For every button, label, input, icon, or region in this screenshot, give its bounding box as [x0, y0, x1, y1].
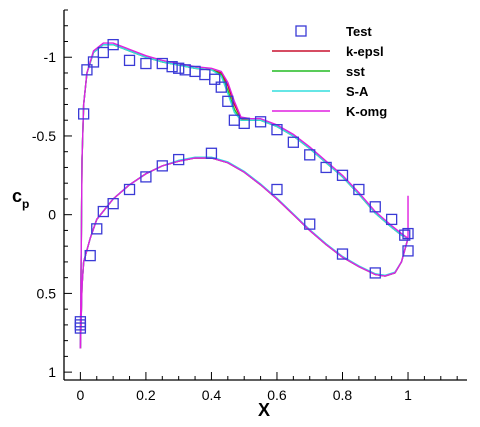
legend: Test k-epsl sst S-A K-omg: [272, 24, 387, 119]
test-data-point: [173, 153, 185, 166]
series-k-omg-lower-line: [79, 157, 409, 349]
test-data-point: [402, 227, 414, 240]
legend-label-s-a: S-A: [346, 84, 369, 99]
x-axis-label: X: [258, 400, 270, 420]
test-data-point: [97, 46, 109, 59]
test-data-point: [123, 54, 136, 67]
x-tick-label: 0: [76, 387, 84, 403]
legend-label-k-omg: K-omg: [346, 104, 387, 119]
test-data-point: [385, 213, 398, 226]
y-axis-label-subscript: p: [22, 197, 29, 211]
test-data-point: [205, 147, 218, 159]
series-sst-lower-line: [79, 157, 409, 349]
test-data-point: [287, 136, 299, 148]
test-data-point: [81, 64, 93, 76]
test-data-point: [271, 183, 283, 196]
test-data-point: [84, 249, 96, 262]
y-axis-label: cp: [12, 186, 29, 211]
test-data-point: [173, 62, 185, 74]
test-data-point: [74, 322, 87, 334]
test-data-point: [353, 183, 365, 196]
test-data-point: [140, 171, 152, 183]
legend-label-test: Test: [346, 24, 372, 39]
y-tick-label: 0.5: [37, 285, 57, 301]
test-data-point: [304, 218, 316, 230]
test-data-point: [199, 68, 211, 81]
test-data-point: [254, 116, 267, 128]
x-tick-label: 0.6: [267, 387, 287, 403]
legend-label-sst: sst: [346, 64, 365, 79]
test-data-point: [271, 124, 283, 136]
x-tick-label: 0.2: [136, 387, 156, 403]
test-data-point: [369, 267, 381, 279]
y-tick-label: 1: [48, 364, 56, 380]
test-data-point: [369, 201, 381, 213]
x-tick-label: 0.4: [202, 387, 222, 403]
axes: -1 -0.5 0 0.5 1 0 0.2 0.4 0.6 0.8 1: [32, 9, 467, 403]
y-axis-label-main: c: [12, 186, 22, 206]
test-data-point: [209, 73, 221, 85]
test-data-point: [156, 160, 168, 172]
y-tick-label: 0: [48, 207, 56, 223]
series-k-omg-upper-line: [79, 42, 409, 349]
test-data-point: [336, 169, 349, 181]
series-k-epsl-lower-line: [79, 157, 409, 349]
test-data-point: [140, 57, 152, 70]
test-data-point: [107, 38, 119, 51]
test-data-point: [166, 61, 178, 73]
test-data-point: [304, 149, 316, 161]
test-data-point: [78, 108, 90, 120]
test-data-point: [399, 229, 411, 241]
x-tick-label: 0.8: [333, 387, 353, 403]
test-data-point: [87, 56, 100, 68]
test-data-point: [238, 117, 250, 130]
legend-swatch-test: [295, 25, 307, 37]
test-data-point: [91, 223, 103, 235]
test-data-point: [402, 245, 414, 257]
test-data-point: [107, 198, 119, 210]
test-data-point: [320, 161, 332, 174]
test-data-point: [123, 183, 136, 196]
test-data-point: [336, 248, 349, 260]
test-data-point: [97, 205, 109, 218]
series-s-a-lower-line: [79, 156, 409, 349]
test-data-point: [222, 95, 234, 107]
y-tick-label: -1: [44, 49, 57, 65]
x-tick-label: 1: [404, 387, 412, 403]
test-markers: [74, 38, 414, 334]
y-tick-label: -0.5: [32, 128, 56, 144]
legend-label-k-epsl: k-epsl: [346, 44, 384, 59]
test-data-point: [215, 81, 227, 93]
